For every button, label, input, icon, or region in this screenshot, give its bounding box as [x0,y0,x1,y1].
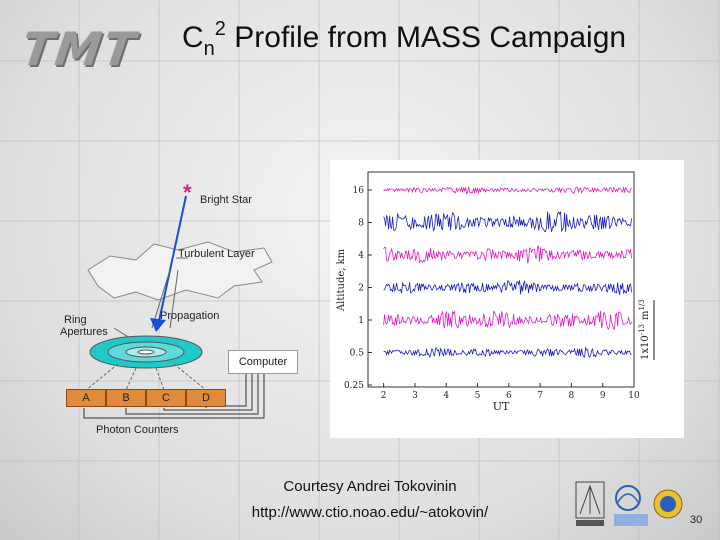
page-title: Cn2 Profile from MASS Campaign [182,18,702,61]
light-ray-left [151,269,171,329]
scale-label: 1x10 [640,335,651,360]
counter-d: D [186,389,226,407]
mass-diagram: * Bright Star Turbulent Layer Ring Apert… [58,178,318,446]
credit-author: Courtesy Andrei Tokovinin [283,478,457,495]
nsf-logo-icon [653,489,683,519]
y-tick-label: 16 [353,186,365,196]
y-ticks: 16 8 4 2 1 0.5 0.25 [344,186,372,391]
gemini-logo-icon [575,481,605,526]
propagation-label: Propagation [160,310,220,322]
series-trace [383,346,632,358]
x-axis-label: UT [493,400,510,413]
x-tick-label: 2 [381,391,387,401]
partner-logos [575,481,683,526]
star-icon: * [183,180,192,205]
wiring [83,374,265,419]
x-tick-label: 3 [412,391,418,401]
turbulent-layer-cloud [87,241,273,301]
title-base: C [182,21,204,54]
y-tick-label: 0.5 [350,349,365,359]
computer-box: Computer [228,350,298,374]
credit: Courtesy Andrei Tokovinin http://www.cti… [200,474,540,526]
x-tick-label: 10 [628,391,640,401]
series-trace [383,211,632,233]
tmt-logo: TMT [18,22,141,76]
title-subscript: n [203,38,215,60]
turbulent-layer-label: Turbulent Layer [178,248,255,260]
x-tick-label: 8 [569,391,575,401]
ring-aperture-core [137,349,155,355]
credit-url[interactable]: http://www.ctio.noao.edu/~atokovin/ [251,504,489,521]
y-tick-label: 2 [358,284,364,294]
scale-exponent: -13 [638,324,646,335]
counter-b: B [106,389,146,407]
svg-text:1x10-13m1/3: 1x10-13 m1/3 [638,299,651,360]
page-number: 30 [690,514,703,526]
counter-c: C [146,389,186,407]
series-trace [383,245,632,265]
series-trace [383,186,632,195]
x-tick-label: 7 [537,391,543,401]
y-tick-label: 1 [358,316,364,326]
series-trace [383,280,632,295]
cn2-chart-panel: 16 8 4 2 1 0.5 0.25 2 3 4 5 6 7 8 9 10 UT Altitude, km… [330,160,684,438]
x-ticks: 2 3 4 5 6 7 8 9 10 [381,383,640,401]
scale-unit-exponent: 1/3 [638,299,646,310]
scale-unit: m [640,310,651,320]
scale-bar-label: 1x10-13 m1/3 [638,299,651,360]
noao-logo-icon [614,485,648,526]
leader-line [113,327,131,339]
y-tick-label: 0.25 [344,381,364,391]
split-rays [85,363,207,391]
apertures-label: Apertures [60,326,108,338]
x-tick-label: 5 [475,391,481,401]
plot-frame [367,171,635,388]
series-trace [383,310,632,330]
light-ray [157,195,187,327]
y-axis-label: Altitude, km [336,248,347,312]
title-superscript: 2 [214,18,226,40]
traces [383,186,632,358]
arrow-head [150,318,166,332]
x-tick-label: 6 [506,391,512,401]
x-tick-label: 4 [443,391,449,401]
bright-star-label: Bright Star [200,194,252,206]
light-ray-right [169,269,179,329]
y-tick-label: 4 [358,251,364,261]
y-tick-label: 8 [358,219,364,229]
title-rest: Profile from MASS Campaign [225,21,627,54]
counter-a: A [66,389,106,407]
ring-label: Ring [64,314,87,326]
x-tick-label: 9 [600,391,606,401]
photon-counters-label: Photon Counters [96,424,179,436]
diagram-graphics [83,195,273,419]
cn2-chart: 16 8 4 2 1 0.5 0.25 2 3 4 5 6 7 8 9 10 UT Altitude, km… [336,171,655,413]
